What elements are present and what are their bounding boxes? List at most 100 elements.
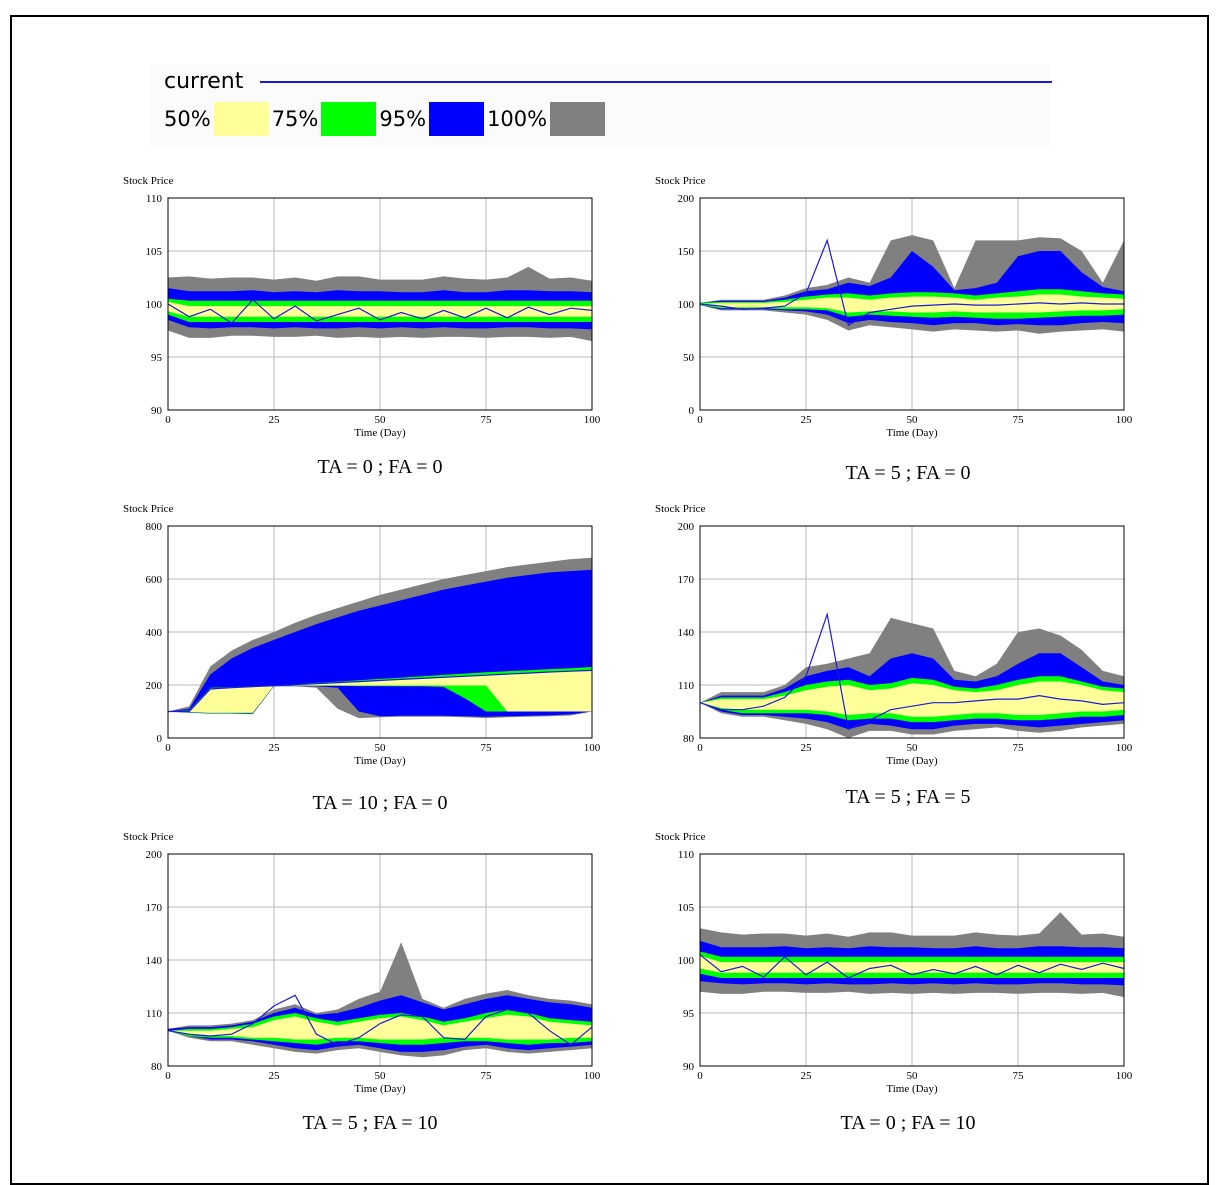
x-tick-label: 75 (481, 1070, 493, 1082)
y-tick-label: 105 (146, 246, 163, 258)
plot-frame (699, 853, 1125, 1067)
x-tick-label: 25 (269, 742, 281, 754)
x-tick-label: 100 (1116, 414, 1133, 426)
x-tick-label: 50 (907, 414, 919, 426)
y-tick-label: 100 (678, 299, 695, 311)
band-50pct (168, 301, 592, 317)
y-tick-label: 50 (683, 352, 695, 364)
y-tick-label: 800 (146, 521, 163, 533)
legend-label: 100% (487, 107, 548, 131)
x-tick-label: 50 (907, 1070, 919, 1082)
current-line (699, 611, 1125, 731)
chart-ta5-fa5: Stock Price 80 110 140 170 200 0 25 50 75 100 Time … (655, 503, 1133, 767)
band-50pct (700, 955, 1124, 973)
legend-item-75: 75% (272, 102, 380, 136)
y-tick-label: 200 (146, 849, 163, 861)
x-tick-label: 75 (481, 742, 493, 754)
current-line (167, 298, 593, 324)
x-tick-label: 25 (269, 1070, 281, 1082)
x-tick-label: 100 (584, 742, 601, 754)
y-axis-title: Stock Price (655, 503, 706, 515)
y-tick-label: 100 (146, 299, 163, 311)
y-tick-label: 170 (678, 574, 695, 586)
chart-caption: TA = 0 ; FA = 0 (317, 456, 443, 478)
y-tick-label: 400 (146, 627, 163, 639)
y-tick-label: 95 (683, 1008, 695, 1020)
plot-frame (699, 525, 1125, 739)
x-tick-label: 75 (1013, 414, 1025, 426)
y-tick-label: 100 (678, 955, 695, 967)
x-axis-title: Time (Day) (354, 755, 406, 767)
legend-item-100: 100% (487, 102, 608, 136)
x-tick-label: 0 (697, 1070, 703, 1082)
y-tick-label: 105 (678, 902, 695, 914)
legend-label: 75% (271, 107, 319, 131)
x-tick-label: 0 (165, 1070, 171, 1082)
x-tick-label: 50 (375, 1070, 387, 1082)
legend-swatch (429, 102, 485, 136)
x-tick-label: 75 (1013, 1070, 1025, 1082)
y-tick-label: 90 (683, 1061, 695, 1073)
legend-current-line (260, 81, 1052, 83)
y-tick-label: 0 (157, 733, 163, 745)
y-tick-label: 95 (151, 352, 163, 364)
current-line (168, 669, 593, 713)
x-tick-label: 25 (801, 742, 813, 754)
chart-ta0-fa0: Stock Price 90 95 100 105 110 0 25 50 75 100 Time (… (123, 175, 601, 439)
y-axis-title: Stock Price (655, 175, 706, 187)
legend-swatch (213, 102, 269, 136)
y-tick-label: 140 (678, 627, 695, 639)
x-axis-title: Time (Day) (886, 755, 938, 767)
plot-frame (167, 197, 593, 411)
legend-swatch (550, 102, 606, 136)
y-tick-label: 150 (678, 246, 695, 258)
current-line (699, 238, 1124, 327)
x-tick-label: 50 (375, 414, 387, 426)
x-tick-label: 25 (269, 414, 281, 426)
chart-caption: TA = 5 ; FA = 5 (845, 786, 971, 808)
x-tick-label: 25 (801, 414, 813, 426)
legend: current 50% 75% 95% 100% (150, 65, 1052, 147)
y-tick-label: 200 (678, 193, 695, 205)
x-tick-label: 50 (907, 742, 919, 754)
band-50pct (700, 681, 1124, 717)
chart-caption: TA = 5 ; FA = 0 (845, 462, 971, 484)
current-line (699, 954, 1125, 979)
legend-label: 95% (379, 107, 427, 131)
legend-current-label: current (164, 69, 244, 94)
y-tick-label: 110 (678, 680, 695, 692)
band-50pct (168, 1014, 592, 1040)
legend-item-50: 50% (164, 102, 272, 136)
band-50pct (700, 294, 1124, 313)
x-axis-title: Time (Day) (354, 1083, 406, 1095)
chart-ta10-fa0: Stock Price 0 200 400 600 800 0 25 50 75 100 Time (… (123, 503, 601, 767)
plot-frame (167, 853, 593, 1067)
x-axis-title: Time (Day) (886, 427, 938, 439)
x-tick-label: 0 (165, 414, 171, 426)
y-tick-label: 110 (146, 1008, 163, 1020)
chart-caption: TA = 10 ; FA = 0 (312, 792, 448, 814)
x-tick-label: 100 (1116, 742, 1133, 754)
y-tick-label: 90 (151, 405, 163, 417)
legend-bands: 50% 75% 95% 100% (164, 101, 608, 137)
x-tick-label: 75 (1013, 742, 1025, 754)
chart-ta5-fa0: Stock Price 0 50 100 150 200 0 25 50 75 100 Time (D… (655, 175, 1133, 439)
legend-label: 50% (164, 107, 211, 131)
y-tick-label: 110 (146, 193, 163, 205)
current-line (167, 994, 593, 1046)
x-tick-label: 100 (584, 414, 601, 426)
y-tick-label: 200 (678, 521, 695, 533)
x-tick-label: 100 (584, 1070, 601, 1082)
y-axis-title: Stock Price (123, 503, 174, 515)
x-tick-label: 25 (801, 1070, 813, 1082)
x-tick-label: 0 (697, 414, 703, 426)
y-tick-label: 200 (146, 680, 163, 692)
y-tick-label: 170 (146, 902, 163, 914)
x-tick-label: 0 (697, 742, 703, 754)
y-tick-label: 110 (678, 849, 695, 861)
band-50pct (168, 670, 592, 713)
y-tick-label: 140 (146, 955, 163, 967)
y-tick-label: 80 (683, 733, 695, 745)
y-tick-label: 600 (146, 574, 163, 586)
x-tick-label: 50 (375, 742, 387, 754)
